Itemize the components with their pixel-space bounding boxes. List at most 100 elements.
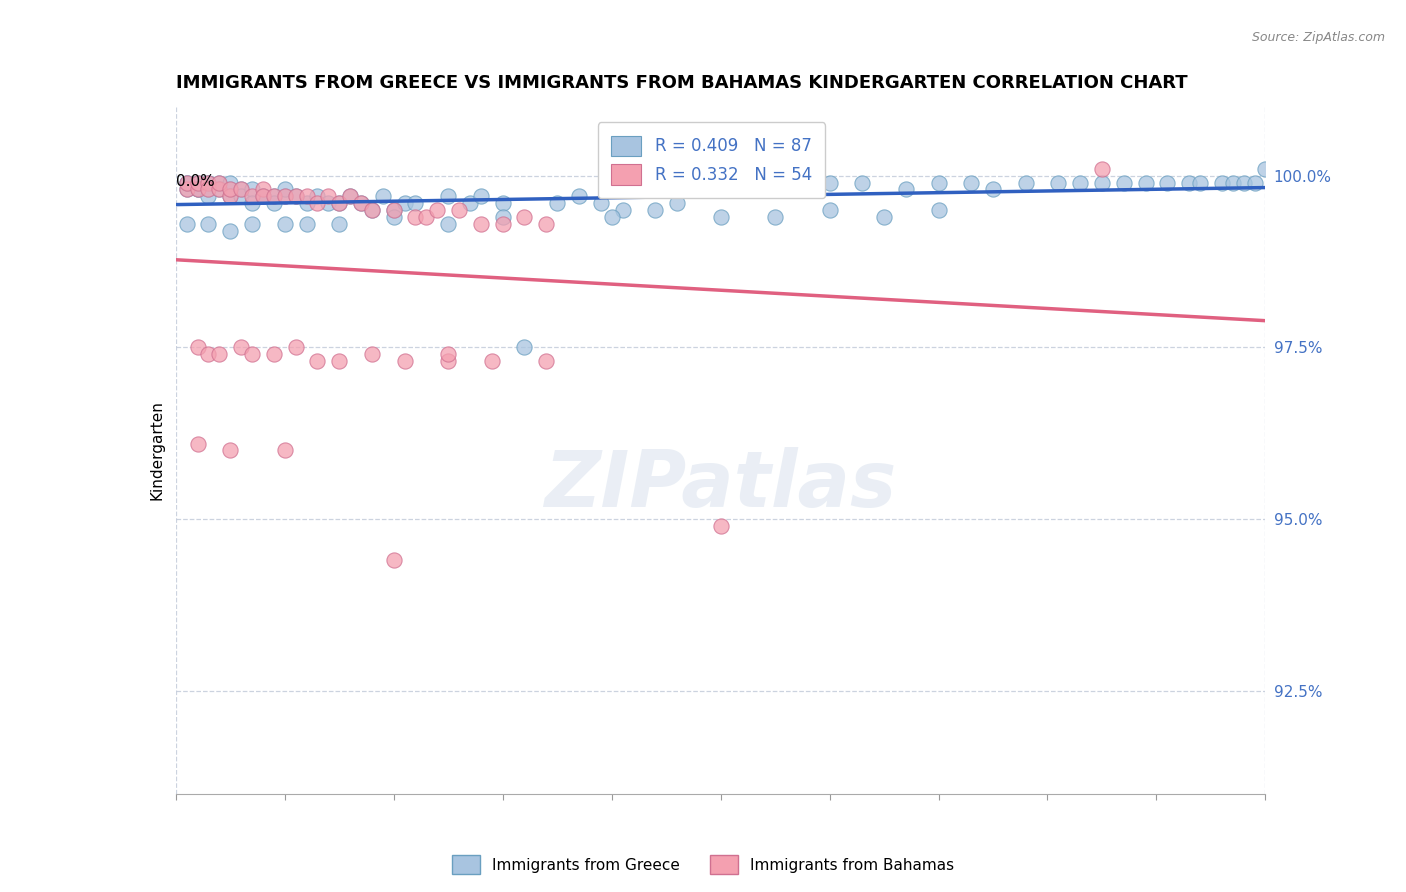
Point [318, 196, 340, 211]
Point [295, 196, 318, 211]
Point [568, 189, 591, 203]
Point [928, 176, 950, 190]
Point [186, 182, 209, 196]
Point [710, 210, 733, 224]
Text: 0.0%: 0.0% [176, 174, 215, 189]
Point [426, 202, 449, 217]
Text: IMMIGRANTS FROM GREECE VS IMMIGRANTS FROM BAHAMAS KINDERGARTEN CORRELATION CHART: IMMIGRANTS FROM GREECE VS IMMIGRANTS FRO… [176, 74, 1188, 92]
Point [666, 196, 689, 211]
Point [405, 196, 427, 211]
Point [394, 196, 416, 211]
Point [318, 189, 340, 203]
Point [208, 176, 231, 190]
Point [263, 189, 285, 203]
Point [274, 443, 297, 458]
Point [240, 196, 263, 211]
Point [513, 341, 536, 355]
Point [263, 189, 285, 203]
Point [534, 217, 557, 231]
Point [176, 217, 198, 231]
Point [1156, 176, 1178, 190]
Point [742, 182, 765, 196]
Point [513, 210, 536, 224]
Point [274, 189, 297, 203]
Point [1189, 176, 1212, 190]
Point [1232, 176, 1256, 190]
Point [382, 210, 405, 224]
Point [307, 189, 329, 203]
Point [252, 189, 274, 203]
Point [382, 202, 405, 217]
Point [382, 553, 405, 567]
Point [437, 217, 460, 231]
Point [252, 189, 274, 203]
Point [186, 182, 209, 196]
Point [274, 189, 297, 203]
Point [219, 189, 242, 203]
Point [644, 202, 666, 217]
Point [197, 189, 219, 203]
Point [295, 217, 318, 231]
Point [197, 176, 219, 190]
Point [219, 182, 242, 196]
Point [437, 189, 460, 203]
Point [1178, 176, 1201, 190]
Point [240, 217, 263, 231]
Point [263, 196, 285, 211]
Point [274, 182, 297, 196]
Point [328, 196, 350, 211]
Point [894, 182, 917, 196]
Point [197, 217, 219, 231]
Point [208, 347, 231, 361]
Point [415, 210, 437, 224]
Point [851, 176, 873, 190]
Point [197, 182, 219, 196]
Point [186, 176, 209, 190]
Point [763, 210, 786, 224]
Point [252, 182, 274, 196]
Point [208, 176, 231, 190]
Point [1047, 176, 1070, 190]
Point [284, 341, 307, 355]
Point [176, 176, 198, 190]
Point [295, 189, 318, 203]
Point [284, 189, 307, 203]
Point [252, 189, 274, 203]
Point [960, 176, 983, 190]
Point [186, 182, 209, 196]
Point [1091, 176, 1114, 190]
Point [231, 182, 253, 196]
Point [1091, 161, 1114, 176]
Point [360, 202, 382, 217]
Point [470, 217, 492, 231]
Point [546, 196, 568, 211]
Point [589, 196, 612, 211]
Point [470, 189, 492, 203]
Point [186, 341, 209, 355]
Point [197, 176, 219, 190]
Legend: R = 0.409   N = 87, R = 0.332   N = 54: R = 0.409 N = 87, R = 0.332 N = 54 [598, 122, 825, 198]
Point [710, 176, 733, 190]
Point [339, 189, 361, 203]
Point [1222, 176, 1244, 190]
Point [240, 347, 263, 361]
Point [818, 202, 841, 217]
Point [328, 217, 350, 231]
Point [208, 182, 231, 196]
Point [176, 176, 198, 190]
Point [263, 347, 285, 361]
Point [240, 182, 263, 196]
Point [307, 196, 329, 211]
Point [873, 210, 896, 224]
Point [240, 189, 263, 203]
Text: Source: ZipAtlas.com: Source: ZipAtlas.com [1251, 31, 1385, 45]
Point [1243, 176, 1265, 190]
Point [350, 196, 373, 211]
Point [307, 354, 329, 368]
Point [394, 354, 416, 368]
Point [328, 196, 350, 211]
Point [284, 189, 307, 203]
Point [360, 347, 382, 361]
Point [219, 176, 242, 190]
Point [176, 182, 198, 196]
